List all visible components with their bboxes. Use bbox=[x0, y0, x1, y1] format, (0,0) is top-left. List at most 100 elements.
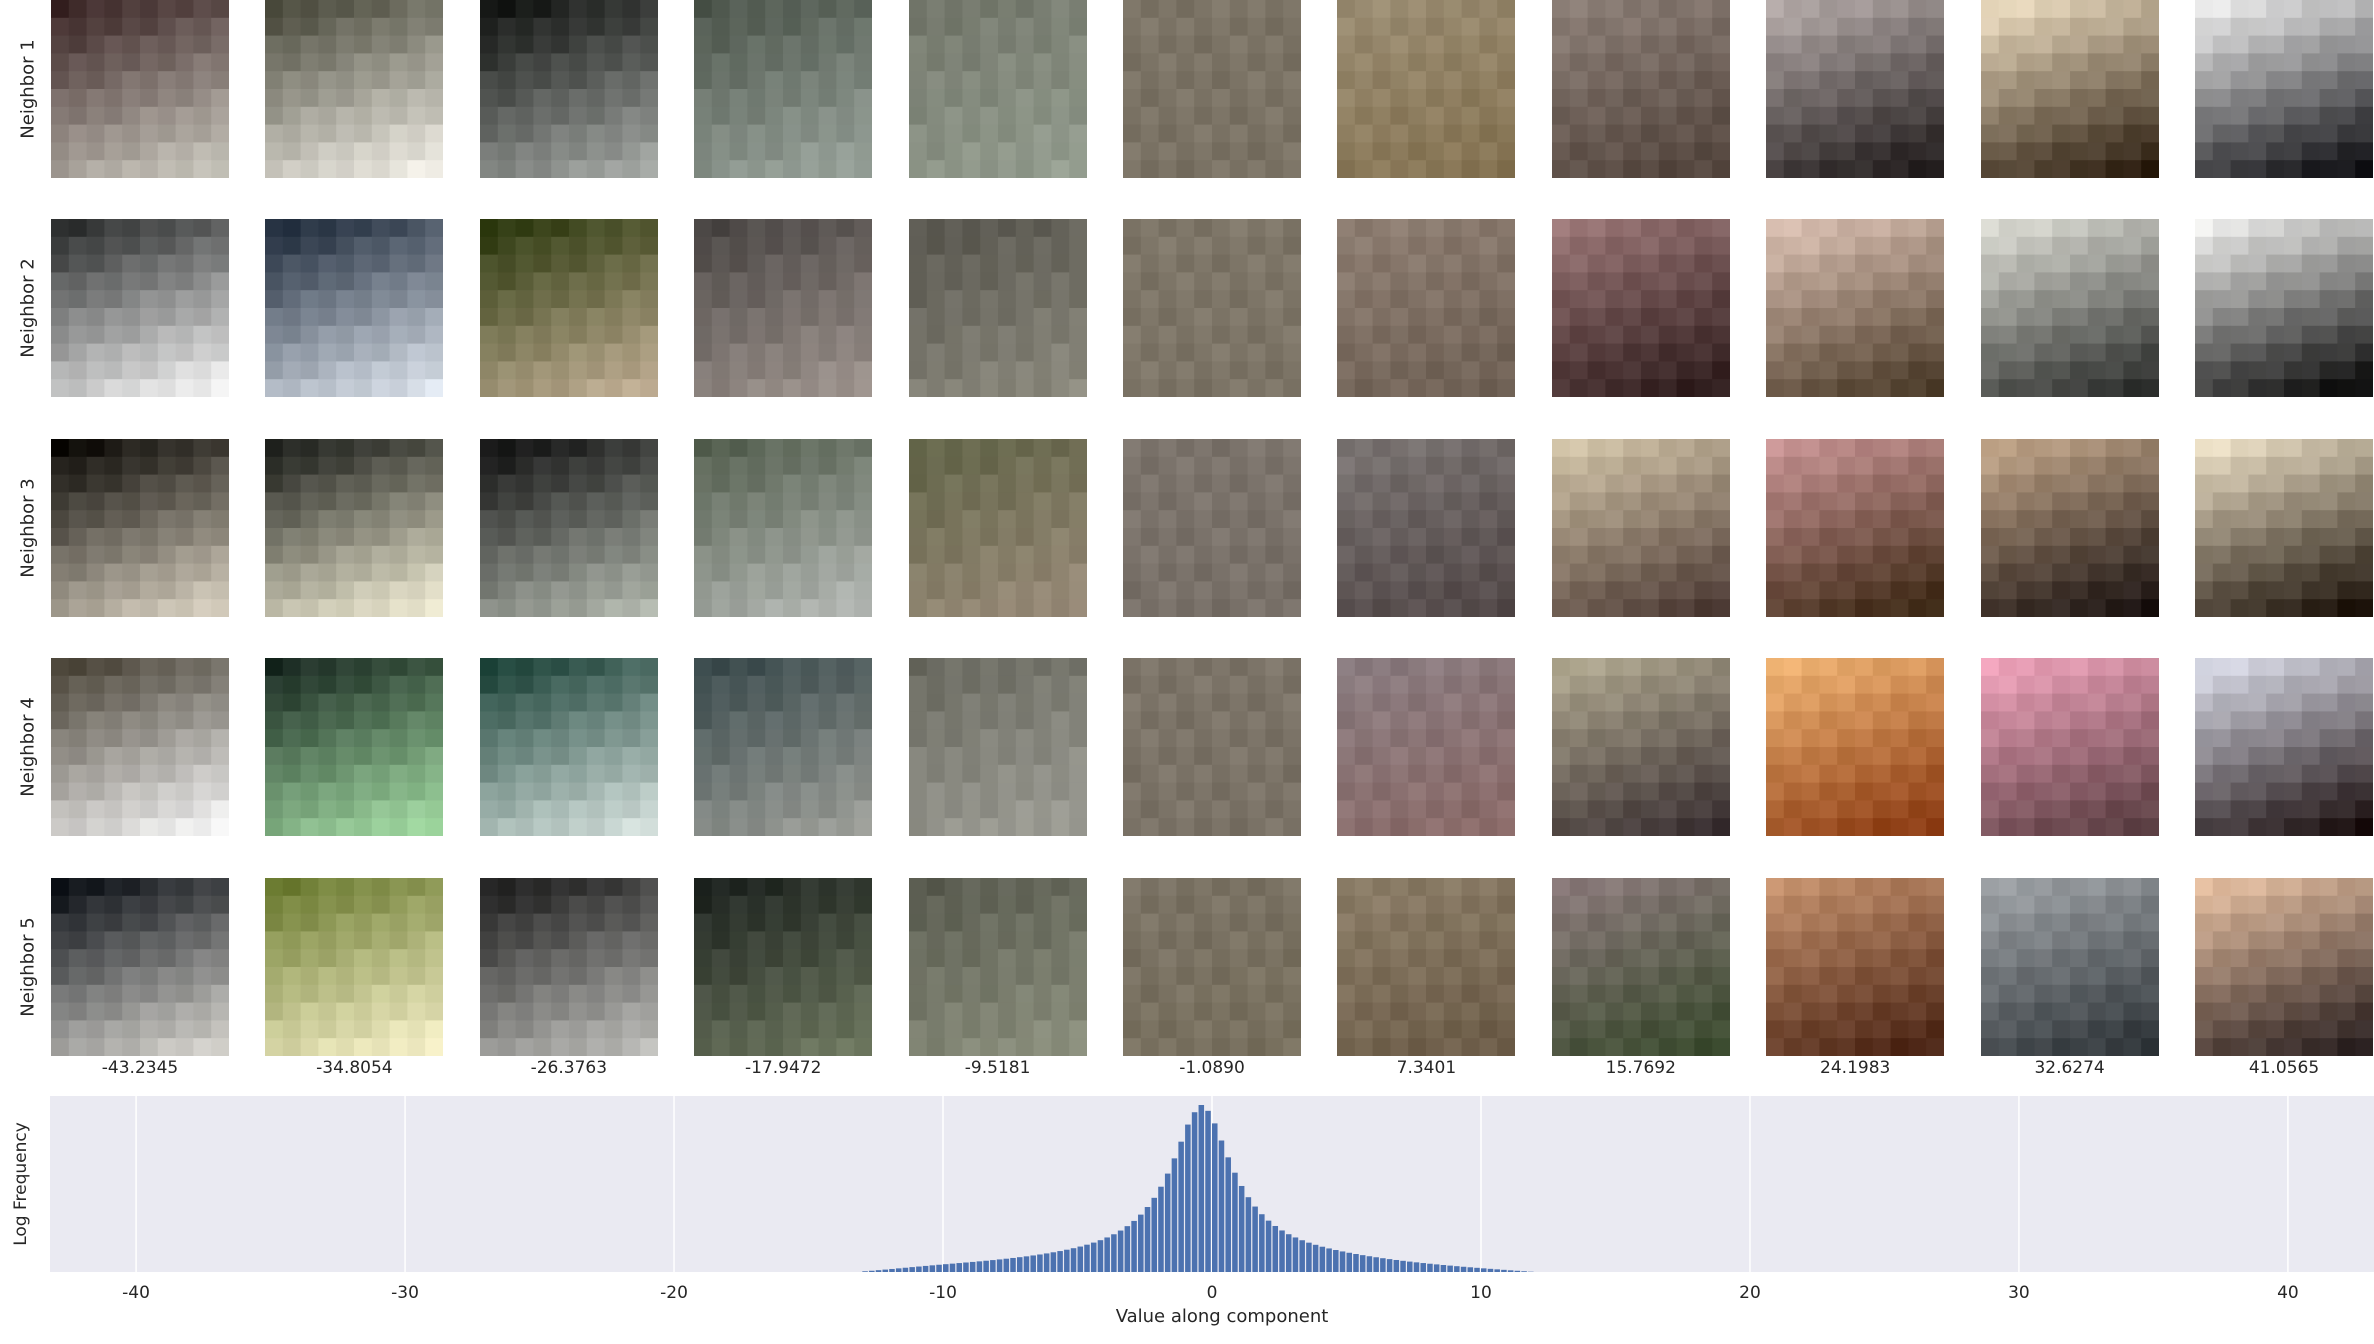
patch-pixel bbox=[533, 142, 552, 161]
patch-pixel bbox=[1890, 527, 1910, 547]
patch-pixel bbox=[533, 379, 552, 398]
patch-pixel bbox=[1658, 818, 1677, 837]
patch-pixel bbox=[51, 1002, 70, 1021]
patch-pixel bbox=[372, 966, 391, 985]
patch-pixel bbox=[1068, 658, 1087, 677]
patch-pixel bbox=[1801, 693, 1821, 713]
patch-pixel bbox=[336, 818, 355, 837]
patch-pixel bbox=[2230, 308, 2249, 327]
patch-pixel bbox=[122, 343, 141, 363]
patch-pixel bbox=[1766, 219, 1785, 238]
patch-pixel bbox=[800, 1037, 820, 1056]
patch-pixel bbox=[604, 237, 623, 256]
patch-pixel bbox=[908, 0, 927, 19]
patch-pixel bbox=[265, 782, 284, 802]
patch-pixel bbox=[1926, 675, 1945, 695]
patch-pixel bbox=[1658, 89, 1677, 108]
patch-pixel bbox=[908, 379, 927, 398]
patch-pixel bbox=[1247, 254, 1266, 274]
patch-pixel bbox=[1140, 456, 1160, 475]
patch-pixel bbox=[997, 142, 1016, 161]
patch-pixel bbox=[622, 343, 641, 363]
patch-pixel bbox=[586, 675, 605, 695]
patch-pixel bbox=[479, 308, 499, 327]
patch-pixel bbox=[2284, 675, 2303, 695]
patch-pixel bbox=[1694, 527, 1713, 547]
patch-pixel bbox=[533, 272, 552, 292]
patch-pixel bbox=[1497, 545, 1516, 564]
patch-pixel bbox=[407, 17, 427, 37]
patch-pixel bbox=[2195, 747, 2214, 766]
patch-pixel bbox=[283, 290, 302, 309]
patch-pixel bbox=[1783, 343, 1803, 363]
patch-pixel bbox=[2266, 17, 2285, 37]
patch-pixel bbox=[997, 948, 1016, 968]
patch-pixel bbox=[2301, 509, 2321, 529]
patch-pixel bbox=[1766, 343, 1785, 363]
patch-pixel bbox=[747, 71, 766, 90]
patch-pixel bbox=[175, 361, 194, 381]
patch-pixel bbox=[2301, 272, 2321, 292]
patch-pixel bbox=[104, 729, 123, 748]
patch-pixel bbox=[2248, 272, 2267, 292]
patch-pixel bbox=[800, 675, 820, 695]
patch-pixel bbox=[1694, 747, 1713, 766]
patch-pixel bbox=[2212, 711, 2232, 730]
patch-pixel bbox=[1479, 326, 1499, 345]
patch-pixel bbox=[639, 930, 658, 950]
patch-pixel bbox=[747, 308, 766, 327]
patch-pixel bbox=[1658, 729, 1677, 748]
patch-pixel bbox=[1444, 800, 1463, 819]
patch-pixel bbox=[2087, 53, 2106, 72]
patch-pixel bbox=[2105, 53, 2124, 72]
patch-pixel bbox=[1390, 124, 1410, 143]
patch-pixel bbox=[800, 984, 820, 1003]
patch-pixel bbox=[961, 71, 981, 90]
patch-pixel bbox=[1676, 509, 1695, 529]
patch-pixel bbox=[1980, 527, 1999, 547]
patch-pixel bbox=[997, 818, 1016, 837]
patch-pixel bbox=[1247, 308, 1266, 327]
patch-pixel bbox=[2355, 693, 2373, 713]
patch-pixel bbox=[86, 272, 105, 292]
patch-pixel bbox=[1819, 675, 1838, 695]
patch-pixel bbox=[783, 438, 802, 458]
patch-pixel bbox=[1766, 0, 1785, 19]
patch-pixel bbox=[1283, 379, 1301, 398]
patch-pixel bbox=[2212, 675, 2232, 695]
patch-pixel bbox=[586, 818, 605, 837]
patch-pixel bbox=[515, 219, 534, 238]
patch-pixel bbox=[1551, 89, 1571, 108]
patch-pixel bbox=[1551, 729, 1571, 748]
patch-pixel bbox=[283, 895, 302, 914]
patch-pixel bbox=[1337, 563, 1356, 582]
patch-pixel bbox=[1194, 711, 1213, 730]
patch-pixel bbox=[1676, 0, 1695, 19]
patch-pixel bbox=[550, 71, 570, 90]
patch-pixel bbox=[1247, 818, 1266, 837]
patch-pixel bbox=[407, 272, 427, 292]
patch-pixel bbox=[336, 711, 355, 730]
patch-pixel bbox=[336, 361, 355, 381]
patch-pixel bbox=[372, 379, 391, 398]
patch-pixel bbox=[1337, 658, 1356, 677]
patch-pixel bbox=[1711, 219, 1730, 238]
patch-pixel bbox=[193, 545, 212, 564]
patch-pixel bbox=[372, 361, 391, 381]
patch-pixel bbox=[1819, 290, 1838, 309]
patch-pixel bbox=[1855, 35, 1874, 54]
patch-pixel bbox=[2248, 361, 2267, 381]
patch-pixel bbox=[1461, 800, 1481, 819]
patch-pixel bbox=[175, 895, 194, 914]
patch-pixel bbox=[1872, 675, 1892, 695]
patch-pixel bbox=[586, 782, 605, 802]
patch-pixel bbox=[2248, 800, 2267, 819]
patch-pixel bbox=[1426, 545, 1445, 564]
patch-pixel bbox=[2266, 658, 2285, 677]
patch-pixel bbox=[193, 124, 212, 143]
patch-pixel bbox=[318, 675, 338, 695]
patch-pixel bbox=[783, 693, 802, 713]
patch-pixel bbox=[1908, 219, 1927, 238]
patch-pixel bbox=[497, 0, 516, 19]
patch-pixel bbox=[783, 254, 802, 274]
